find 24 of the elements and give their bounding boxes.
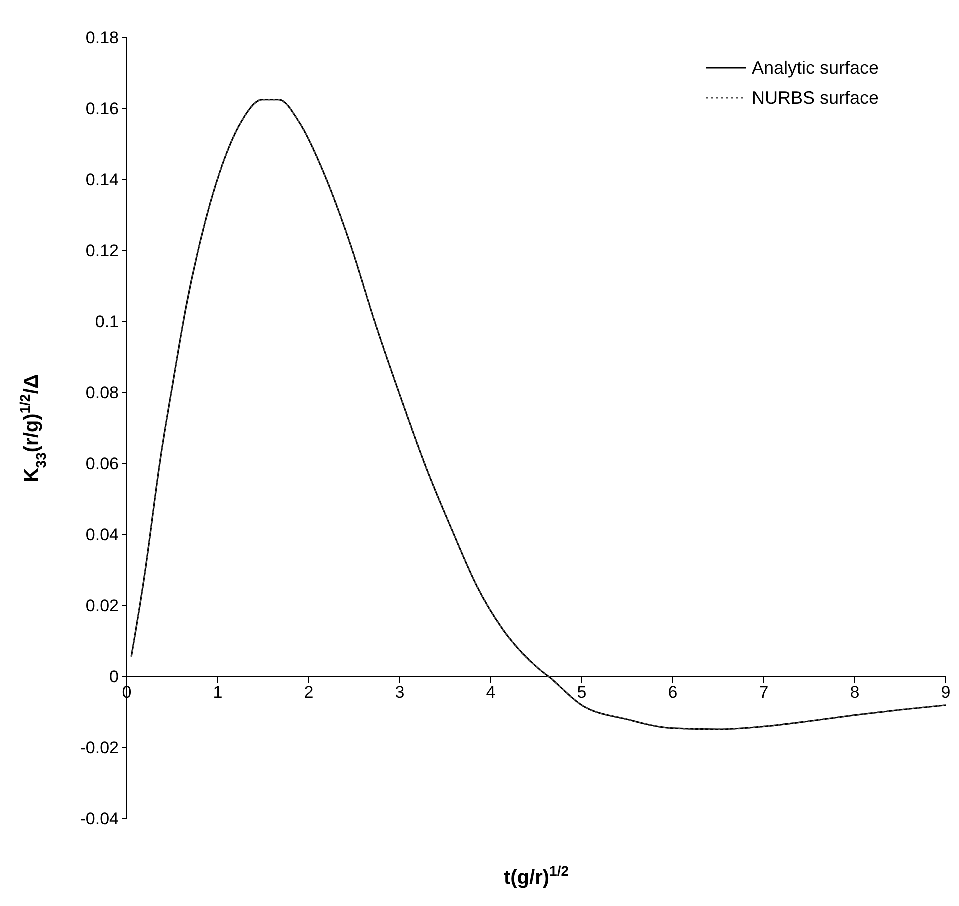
- y-tick-label: 0.1: [95, 312, 119, 332]
- y-tick-label: 0.18: [86, 28, 119, 48]
- x-tick-label: 7: [759, 683, 769, 702]
- y-tick-label: 0.14: [86, 170, 119, 190]
- y-tick-label: 0.16: [86, 99, 119, 118]
- legend-label: Analytic surface: [752, 58, 880, 78]
- y-tick-label: 0.08: [86, 383, 119, 402]
- y-tick-label: -0.04: [80, 809, 119, 828]
- x-tick-label: 8: [850, 683, 860, 702]
- x-tick-label: 4: [486, 683, 496, 702]
- x-tick-label: 5: [577, 683, 587, 702]
- y-tick-label: 0.04: [86, 525, 119, 544]
- y-tick-label: -0.02: [80, 738, 119, 758]
- x-tick-label: 2: [304, 683, 314, 702]
- y-tick-label: 0.06: [86, 454, 119, 474]
- x-axis-title: t(g/r)$^{1/2}$: [504, 863, 570, 889]
- x-tick-label: 9: [941, 683, 951, 702]
- x-tick-label: 6: [668, 683, 678, 702]
- y-tick-label: 0: [110, 667, 119, 686]
- legend-label: NURBS surface: [752, 88, 880, 108]
- x-tick-label: 3: [395, 683, 405, 702]
- x-tick-label: 1: [213, 683, 223, 702]
- y-tick-label: 0.02: [86, 596, 119, 616]
- y-tick-label: 0.12: [86, 241, 119, 260]
